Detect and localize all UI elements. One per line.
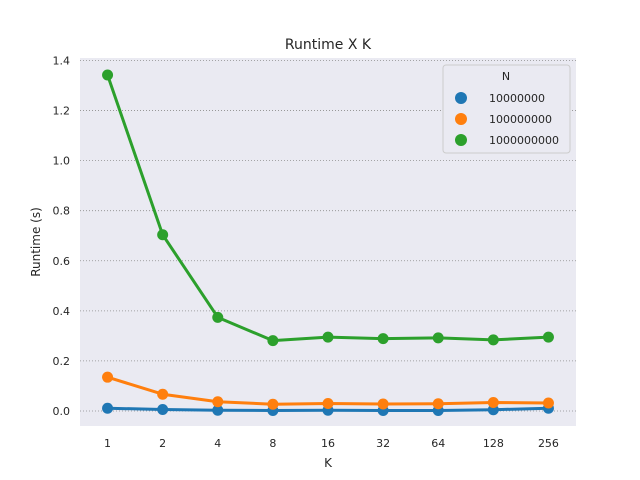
legend-marker bbox=[455, 92, 467, 104]
y-tick-label: 1.2 bbox=[53, 105, 71, 118]
x-tick-label: 2 bbox=[159, 437, 166, 450]
x-tick-label: 256 bbox=[538, 437, 559, 450]
data-point bbox=[102, 402, 114, 414]
data-point bbox=[212, 404, 224, 416]
data-point bbox=[322, 331, 334, 343]
data-point bbox=[432, 332, 444, 344]
y-axis-label: Runtime (s) bbox=[29, 207, 43, 277]
data-point bbox=[487, 334, 499, 346]
data-point bbox=[377, 398, 389, 410]
y-tick-label: 0.6 bbox=[53, 255, 71, 268]
data-point bbox=[212, 396, 224, 408]
legend-marker bbox=[455, 113, 467, 125]
data-point bbox=[212, 311, 224, 323]
y-tick-label: 0.2 bbox=[53, 355, 71, 368]
data-point bbox=[542, 397, 554, 409]
x-tick-label: 32 bbox=[376, 437, 390, 450]
data-point bbox=[157, 229, 169, 241]
data-point bbox=[487, 396, 499, 408]
legend-entries: 10000000 100000000 1000000000 bbox=[455, 92, 559, 147]
data-point bbox=[157, 388, 169, 400]
data-point bbox=[157, 403, 169, 415]
x-tick-label: 128 bbox=[483, 437, 504, 450]
legend-marker bbox=[455, 134, 467, 146]
data-point bbox=[322, 397, 334, 409]
legend-label: 1000000000 bbox=[489, 134, 559, 147]
x-tick-label: 8 bbox=[269, 437, 276, 450]
legend-box bbox=[442, 64, 571, 154]
x-tick-label: 16 bbox=[321, 437, 335, 450]
series-100000000 bbox=[102, 371, 554, 410]
y-tick-label: 1.0 bbox=[53, 155, 71, 168]
legend-label: 100000000 bbox=[489, 113, 552, 126]
data-point bbox=[102, 69, 114, 81]
x-tick-label: 4 bbox=[214, 437, 221, 450]
legend-label: 10000000 bbox=[489, 92, 545, 105]
y-tick-label: 0.4 bbox=[53, 305, 71, 318]
data-point bbox=[432, 398, 444, 410]
series-layer bbox=[102, 69, 554, 416]
data-point bbox=[102, 371, 114, 383]
y-tick-labels: 0.0 0.2 0.4 0.6 0.8 1.0 1.2 1.4 bbox=[53, 55, 71, 418]
data-point bbox=[267, 335, 279, 347]
chart-title: Runtime X K bbox=[285, 37, 372, 53]
data-point bbox=[542, 331, 554, 343]
y-tick-label: 1.4 bbox=[53, 55, 71, 68]
x-tick-label: 64 bbox=[431, 437, 445, 450]
series-1000000000 bbox=[102, 69, 554, 347]
y-tick-label: 0.8 bbox=[53, 205, 71, 218]
x-tick-label: 1 bbox=[104, 437, 111, 450]
data-point bbox=[377, 333, 389, 345]
legend-title: N bbox=[502, 70, 510, 83]
x-axis-label: K bbox=[324, 456, 333, 470]
data-point bbox=[267, 398, 279, 410]
legend: N 10000000 100000000 1000000000 bbox=[442, 64, 571, 154]
x-tick-labels: 1 2 4 8 16 32 64 128 256 bbox=[104, 437, 559, 450]
y-tick-label: 0.0 bbox=[53, 405, 71, 418]
